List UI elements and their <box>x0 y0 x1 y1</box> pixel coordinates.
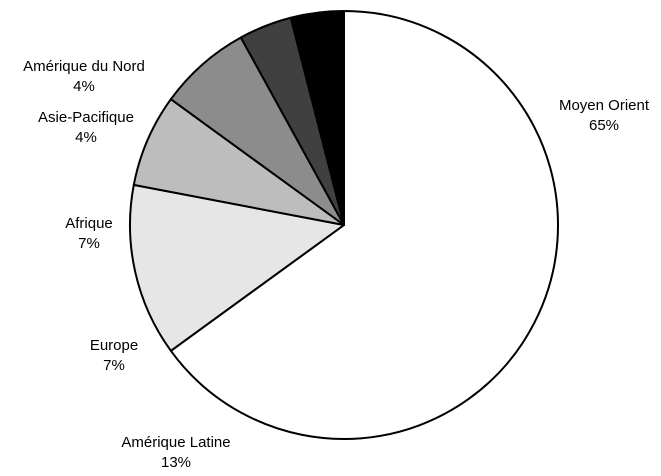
slice-category-label: Asie-Pacifique <box>38 109 134 126</box>
slice-percent-label: 13% <box>161 454 191 471</box>
pie-label-1: Moyen Orient 65% <box>559 97 650 134</box>
slice-percent-label: 7% <box>78 235 100 252</box>
slice-percent-label: 4% <box>75 129 97 146</box>
pie-slice-2 <box>129 183 345 352</box>
pie-label-5: Asie-Pacifique 4% <box>38 109 134 146</box>
slice-category-label: Moyen Orient <box>559 97 650 114</box>
slice-percent-label: 7% <box>103 357 125 374</box>
slice-percent-label: 65% <box>589 117 619 134</box>
pie-slices <box>129 10 559 440</box>
pie-label-3: Europe 7% <box>90 337 138 374</box>
pie-slice-1 <box>169 10 559 440</box>
pie-label-2: Amérique Latine 13% <box>121 434 230 471</box>
pie-slice-6 <box>289 10 345 226</box>
slice-category-label: Afrique <box>65 215 113 232</box>
pie-label-6: Amérique du Nord 4% <box>23 58 145 95</box>
pie-label-4: Afrique 7% <box>65 215 113 252</box>
slice-category-label: Europe <box>90 337 138 354</box>
slice-category-label: Amérique Latine <box>121 434 230 451</box>
slice-category-label: Amérique du Nord <box>23 58 145 75</box>
pie-labels: Moyen Orient 65% Amérique Latine 13% Europe 7… <box>23 58 650 471</box>
slice-percent-label: 4% <box>73 78 95 95</box>
